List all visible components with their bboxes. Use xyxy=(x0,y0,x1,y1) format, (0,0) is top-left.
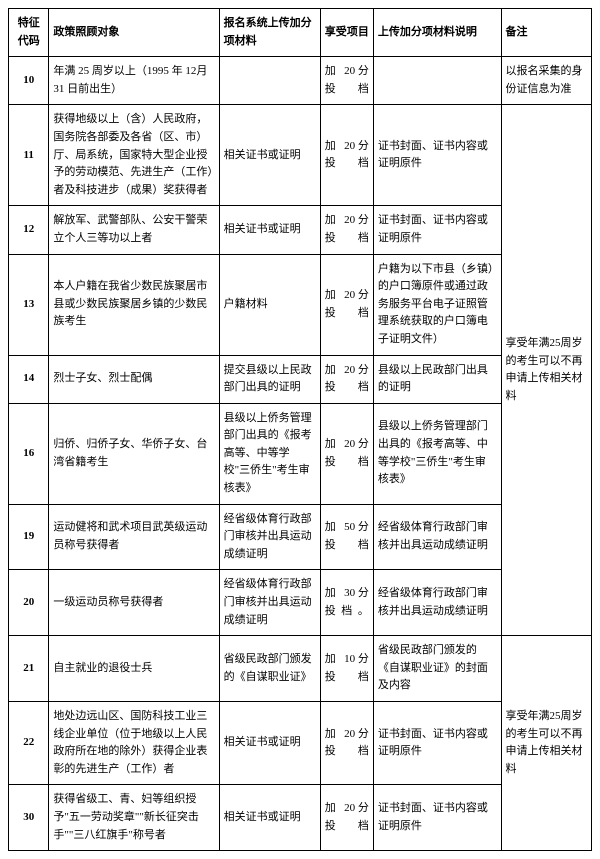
cell-explain: 证书封面、证书内容或证明原件 xyxy=(373,702,501,785)
cell-explain: 证书封面、证书内容或证明原件 xyxy=(373,785,501,851)
cell-target: 解放军、武警部队、公安干警荣立个人三等功以上者 xyxy=(49,206,219,254)
cell-explain: 证书封面、证书内容或证明原件 xyxy=(373,105,501,206)
header-explain: 上传加分项材料说明 xyxy=(373,9,501,57)
cell-code: 22 xyxy=(9,702,49,785)
table-row: 10 年满 25 周岁以上（1995 年 12月 31 日前出生） 加 20分投… xyxy=(9,57,592,105)
header-code: 特征代码 xyxy=(9,9,49,57)
cell-benefit: 加 30分 投档。 xyxy=(320,570,373,636)
cell-target: 自主就业的退役士兵 xyxy=(49,636,219,702)
cell-benefit: 加 10分投档 xyxy=(320,636,373,702)
cell-explain: 经省级体育行政部门审核并出具运动成绩证明 xyxy=(373,570,501,636)
cell-target: 一级运动员称号获得者 xyxy=(49,570,219,636)
cell-benefit: 加 20分投档 xyxy=(320,57,373,105)
cell-explain: 经省级体育行政部门审核并出具运动成绩证明 xyxy=(373,504,501,570)
cell-explain xyxy=(373,57,501,105)
cell-explain: 证书封面、证书内容或证明原件 xyxy=(373,206,501,254)
cell-code: 30 xyxy=(9,785,49,851)
cell-remark: 以报名采集的身份证信息为准 xyxy=(501,57,591,105)
cell-material: 提交县级以上民政部门出具的证明 xyxy=(219,355,320,403)
cell-code: 19 xyxy=(9,504,49,570)
cell-benefit: 加 20分投档 xyxy=(320,355,373,403)
policy-table: 特征代码 政策照顾对象 报名系统上传加分项材料 享受项目 上传加分项材料说明 备… xyxy=(8,8,592,851)
cell-benefit: 加 20分投档 xyxy=(320,785,373,851)
cell-benefit: 加 20分投档 xyxy=(320,702,373,785)
cell-target: 年满 25 周岁以上（1995 年 12月 31 日前出生） xyxy=(49,57,219,105)
cell-material: 相关证书或证明 xyxy=(219,105,320,206)
header-remark: 备注 xyxy=(501,9,591,57)
cell-explain: 户籍为以下市县（乡镇）的户口簿原件或通过政务服务平台电子证照管理系统获取的户口簿… xyxy=(373,254,501,355)
header-benefit: 享受项目 xyxy=(320,9,373,57)
cell-target: 归侨、归侨子女、华侨子女、台湾省籍考生 xyxy=(49,403,219,504)
cell-explain: 县级以上民政部门出具的证明 xyxy=(373,355,501,403)
cell-material: 相关证书或证明 xyxy=(219,702,320,785)
cell-code: 10 xyxy=(9,57,49,105)
cell-target: 地处边远山区、国防科技工业三线企业单位（位于地级以上人民政府所在地的除外）获得企… xyxy=(49,702,219,785)
cell-target: 烈士子女、烈士配偶 xyxy=(49,355,219,403)
cell-material xyxy=(219,57,320,105)
cell-material: 相关证书或证明 xyxy=(219,785,320,851)
table-header-row: 特征代码 政策照顾对象 报名系统上传加分项材料 享受项目 上传加分项材料说明 备… xyxy=(9,9,592,57)
cell-code: 16 xyxy=(9,403,49,504)
cell-target: 获得地级以上（含）人民政府，国务院各部委及各省（区、市）厅、局系统，国家特大型企… xyxy=(49,105,219,206)
cell-explain: 县级以上侨务管理部门出具的《报考高等、中等学校"三侨生"考生审核表》 xyxy=(373,403,501,504)
cell-code: 21 xyxy=(9,636,49,702)
cell-material: 相关证书或证明 xyxy=(219,206,320,254)
cell-material: 县级以上侨务管理部门出具的《报考高等、中等学校"三侨生"考生审核表》 xyxy=(219,403,320,504)
cell-target: 运动健将和武术项目武英级运动员称号获得者 xyxy=(49,504,219,570)
cell-benefit: 加 20分投档 xyxy=(320,254,373,355)
cell-benefit: 加 50分投档 xyxy=(320,504,373,570)
cell-code: 12 xyxy=(9,206,49,254)
cell-material: 经省级体育行政部门审核并出具运动成绩证明 xyxy=(219,570,320,636)
cell-code: 20 xyxy=(9,570,49,636)
cell-benefit: 加 20分投档 xyxy=(320,105,373,206)
cell-remark: 享受年满25周岁的考生可以不再申请上传相关材料 xyxy=(501,636,591,851)
cell-target: 获得省级工、青、妇等组织授予"五一劳动奖章""新长征突击手""三八红旗手"称号者 xyxy=(49,785,219,851)
cell-code: 13 xyxy=(9,254,49,355)
cell-code: 14 xyxy=(9,355,49,403)
cell-code: 11 xyxy=(9,105,49,206)
cell-explain: 省级民政部门颁发的《自谋职业证》的封面及内容 xyxy=(373,636,501,702)
cell-target: 本人户籍在我省少数民族聚居市县或少数民族聚居乡镇的少数民族考生 xyxy=(49,254,219,355)
cell-remark: 享受年满25周岁的考生可以不再申请上传相关材料 xyxy=(501,105,591,636)
cell-benefit: 加 20分投档 xyxy=(320,403,373,504)
table-row: 21 自主就业的退役士兵 省级民政部门颁发的《自谋职业证》 加 10分投档 省级… xyxy=(9,636,592,702)
header-material: 报名系统上传加分项材料 xyxy=(219,9,320,57)
cell-benefit: 加 20分投档 xyxy=(320,206,373,254)
cell-material: 省级民政部门颁发的《自谋职业证》 xyxy=(219,636,320,702)
cell-material: 户籍材料 xyxy=(219,254,320,355)
header-target: 政策照顾对象 xyxy=(49,9,219,57)
cell-material: 经省级体育行政部门审核并出具运动成绩证明 xyxy=(219,504,320,570)
table-row: 11 获得地级以上（含）人民政府，国务院各部委及各省（区、市）厅、局系统，国家特… xyxy=(9,105,592,206)
